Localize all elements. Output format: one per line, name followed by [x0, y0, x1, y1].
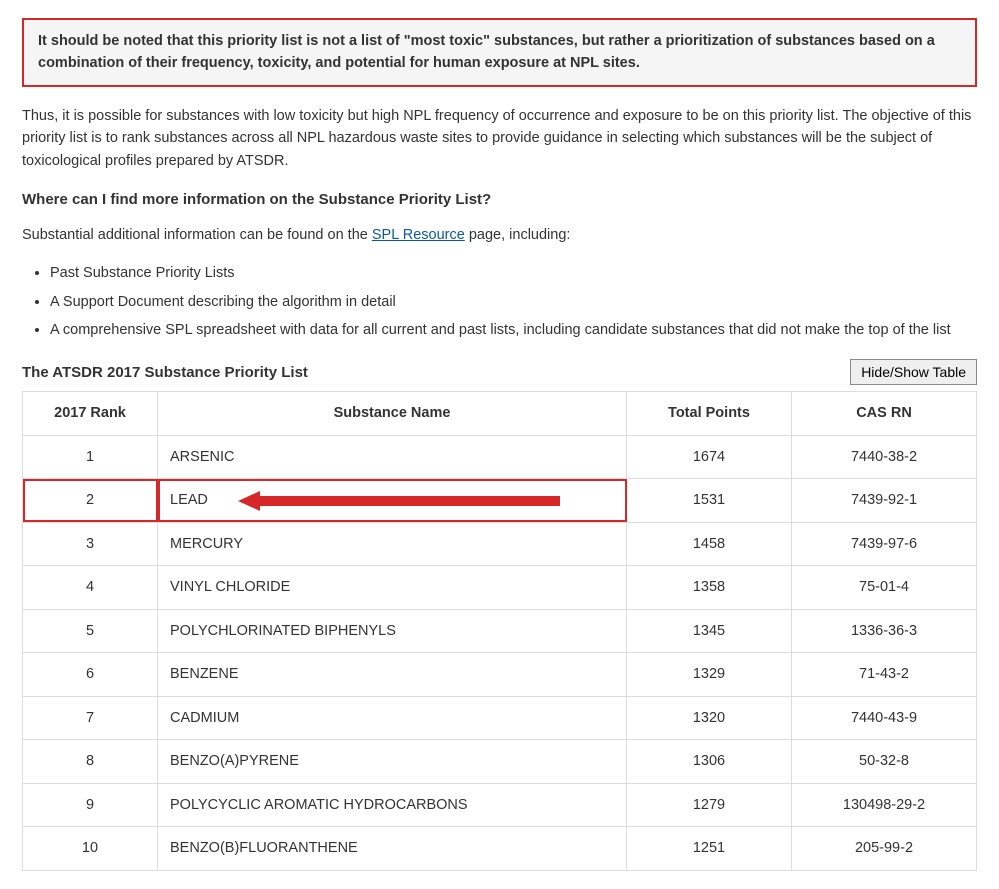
cell-rank: 8	[23, 740, 158, 783]
cell-cas-rn: 1336-36-3	[792, 609, 977, 652]
cell-rank: 3	[23, 522, 158, 565]
cell-rank: 7	[23, 696, 158, 739]
link-suffix-text: page, including:	[465, 227, 571, 243]
cell-substance-name: CADMIUM	[158, 696, 627, 739]
table-row: 6BENZENE132971-43-2	[23, 653, 977, 696]
callout-text: It should be noted that this priority li…	[38, 33, 935, 71]
list-item: A comprehensive SPL spreadsheet with dat…	[50, 319, 977, 341]
hide-show-table-button[interactable]: Hide/Show Table	[850, 359, 977, 385]
cell-cas-rn: 7440-43-9	[792, 696, 977, 739]
paragraph-thus: Thus, it is possible for substances with…	[22, 105, 977, 172]
callout-note: It should be noted that this priority li…	[22, 18, 977, 87]
table-row: 8BENZO(A)PYRENE130650-32-8	[23, 740, 977, 783]
cell-total-points: 1279	[627, 783, 792, 826]
cell-total-points: 1358	[627, 566, 792, 609]
cell-substance-name: VINYL CHLORIDE	[158, 566, 627, 609]
cell-cas-rn: 7439-92-1	[792, 479, 977, 522]
cell-cas-rn: 130498-29-2	[792, 783, 977, 826]
table-row: 4VINYL CHLORIDE135875-01-4	[23, 566, 977, 609]
cell-total-points: 1531	[627, 479, 792, 522]
cell-total-points: 1306	[627, 740, 792, 783]
cell-substance-name: MERCURY	[158, 522, 627, 565]
cell-rank: 4	[23, 566, 158, 609]
cell-rank: 10	[23, 827, 158, 870]
cell-total-points: 1329	[627, 653, 792, 696]
cell-rank: 2	[23, 479, 158, 522]
substance-priority-table: 2017 Rank Substance Name Total Points CA…	[22, 391, 977, 870]
cell-rank: 9	[23, 783, 158, 826]
table-title: The ATSDR 2017 Substance Priority List	[22, 361, 308, 384]
cell-substance-name: BENZENE	[158, 653, 627, 696]
cell-substance-name: BENZO(A)PYRENE	[158, 740, 627, 783]
table-row: 5POLYCHLORINATED BIPHENYLS13451336-36-3	[23, 609, 977, 652]
cell-total-points: 1251	[627, 827, 792, 870]
table-row: 2LEAD15317439-92-1	[23, 479, 977, 522]
table-row: 10BENZO(B)FLUORANTHENE1251205-99-2	[23, 827, 977, 870]
link-prefix-text: Substantial additional information can b…	[22, 227, 372, 243]
cell-substance-name: ARSENIC	[158, 435, 627, 478]
cell-cas-rn: 50-32-8	[792, 740, 977, 783]
table-row: 1ARSENIC16747440-38-2	[23, 435, 977, 478]
cell-substance-name: LEAD	[158, 479, 627, 522]
table-row: 3MERCURY14587439-97-6	[23, 522, 977, 565]
paragraph-spl-resource: Substantial additional information can b…	[22, 224, 977, 246]
cell-cas-rn: 205-99-2	[792, 827, 977, 870]
sub-heading-more-info: Where can I find more information on the…	[22, 188, 977, 211]
cell-cas-rn: 75-01-4	[792, 566, 977, 609]
annotation-arrow-icon	[238, 491, 560, 511]
table-header-row: 2017 Rank Substance Name Total Points CA…	[23, 392, 977, 435]
list-item: Past Substance Priority Lists	[50, 262, 977, 284]
table-row: 9POLYCYCLIC AROMATIC HYDROCARBONS1279130…	[23, 783, 977, 826]
cell-rank: 1	[23, 435, 158, 478]
cell-total-points: 1320	[627, 696, 792, 739]
col-header-cas: CAS RN	[792, 392, 977, 435]
cell-substance-name: POLYCHLORINATED BIPHENYLS	[158, 609, 627, 652]
table-row: 7CADMIUM13207440-43-9	[23, 696, 977, 739]
cell-total-points: 1345	[627, 609, 792, 652]
cell-cas-rn: 7440-38-2	[792, 435, 977, 478]
cell-total-points: 1674	[627, 435, 792, 478]
col-header-points: Total Points	[627, 392, 792, 435]
cell-rank: 5	[23, 609, 158, 652]
list-item: A Support Document describing the algori…	[50, 291, 977, 313]
spl-resource-link[interactable]: SPL Resource	[372, 227, 465, 243]
cell-total-points: 1458	[627, 522, 792, 565]
cell-cas-rn: 7439-97-6	[792, 522, 977, 565]
col-header-rank: 2017 Rank	[23, 392, 158, 435]
cell-substance-name: BENZO(B)FLUORANTHENE	[158, 827, 627, 870]
cell-rank: 6	[23, 653, 158, 696]
cell-cas-rn: 71-43-2	[792, 653, 977, 696]
col-header-name: Substance Name	[158, 392, 627, 435]
info-bullet-list: Past Substance Priority Lists A Support …	[22, 262, 977, 341]
cell-substance-name: POLYCYCLIC AROMATIC HYDROCARBONS	[158, 783, 627, 826]
